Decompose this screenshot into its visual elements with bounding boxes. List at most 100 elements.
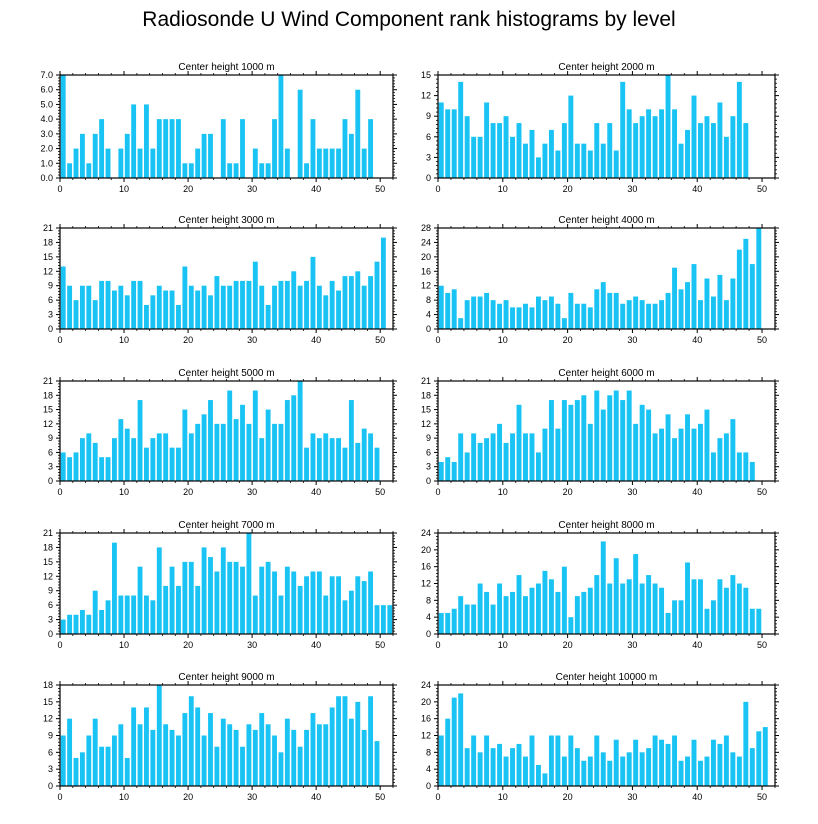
y-tick-label: 0.0 [40, 173, 53, 183]
bar [516, 123, 522, 178]
bar [542, 143, 548, 178]
bar [214, 423, 220, 481]
x-tick-label: 40 [692, 335, 702, 345]
bar [665, 292, 671, 329]
x-tick-label: 20 [563, 792, 573, 802]
x-tick-label: 50 [375, 335, 385, 345]
x-tick-label: 0 [435, 640, 440, 650]
bar [252, 148, 258, 178]
y-tick-label: 16 [421, 266, 431, 276]
bar [92, 590, 98, 634]
y-tick-label: 9 [426, 111, 431, 121]
bar [484, 438, 490, 481]
bar [756, 228, 762, 329]
bar [387, 605, 393, 634]
bar [607, 123, 613, 178]
x-tick-label: 40 [311, 640, 321, 650]
x-tick-label: 10 [498, 792, 508, 802]
y-tick-label: 6 [48, 295, 53, 305]
bar [477, 752, 483, 786]
y-tick-label: 5.0 [40, 99, 53, 109]
bar [523, 433, 528, 481]
y-tick-label: 9 [426, 433, 431, 443]
bar [736, 583, 742, 634]
bar [555, 428, 561, 481]
bar [464, 300, 470, 329]
bar [112, 735, 117, 786]
y-tick-label: 12 [43, 419, 53, 429]
bar [374, 261, 380, 329]
bar [626, 579, 632, 634]
bar [561, 318, 567, 329]
bar [587, 756, 593, 786]
bar [163, 119, 169, 178]
bar [342, 696, 348, 786]
bar [704, 409, 710, 481]
y-tick-label: 15 [43, 557, 53, 567]
panel-title: Center height 6000 m [558, 368, 654, 379]
bar [60, 266, 66, 329]
bar [704, 278, 710, 329]
bar [265, 561, 271, 634]
x-tick-label: 0 [435, 487, 440, 497]
bar [529, 587, 535, 634]
y-tick-label: 20 [421, 252, 431, 262]
bar [272, 735, 277, 786]
bar [672, 438, 678, 481]
y-tick-label: 12 [421, 731, 431, 741]
bar [252, 390, 258, 481]
y-tick-label: 7.0 [40, 70, 53, 80]
bar [156, 285, 162, 329]
bar [477, 442, 483, 481]
bar [265, 409, 271, 481]
bar [67, 457, 73, 481]
bar [92, 300, 98, 329]
bar [678, 428, 684, 481]
bar [137, 724, 143, 786]
bar [233, 280, 239, 329]
bar [762, 727, 768, 786]
bar [348, 590, 354, 634]
x-tick-label: 30 [627, 487, 637, 497]
bar [626, 752, 632, 786]
bar [620, 756, 626, 786]
bar [348, 276, 354, 329]
y-tick-label: 21 [43, 223, 53, 233]
bar [118, 148, 124, 178]
bar [620, 400, 626, 481]
panel-title: Center height 5000 m [178, 368, 274, 379]
x-tick-label: 50 [757, 335, 767, 345]
bar [361, 581, 367, 634]
bar [176, 585, 181, 634]
bar [124, 133, 130, 178]
bar [691, 264, 697, 329]
bar [336, 576, 341, 634]
bar [297, 381, 303, 481]
bar [342, 276, 348, 329]
bar [646, 109, 652, 178]
y-tick-label: 15 [43, 405, 53, 415]
x-tick-label: 40 [311, 335, 321, 345]
bar [633, 423, 639, 481]
bar [259, 285, 265, 329]
bar [587, 150, 593, 178]
bar [445, 109, 451, 178]
y-tick-label: 12 [421, 281, 431, 291]
bar [112, 290, 117, 329]
bar [227, 390, 233, 481]
bar [451, 109, 457, 178]
bar [749, 748, 755, 787]
bar [587, 307, 593, 329]
bar [665, 743, 671, 786]
y-tick-label: 16 [421, 562, 431, 572]
bar [613, 292, 619, 329]
y-tick-label: 0 [426, 781, 431, 791]
x-tick-label: 30 [627, 335, 637, 345]
y-tick-label: 12 [43, 571, 53, 581]
bar [490, 433, 496, 481]
bar [665, 414, 671, 481]
bar [594, 735, 600, 786]
bar [86, 735, 92, 786]
bar [600, 409, 606, 481]
y-tick-label: 4 [426, 310, 431, 320]
